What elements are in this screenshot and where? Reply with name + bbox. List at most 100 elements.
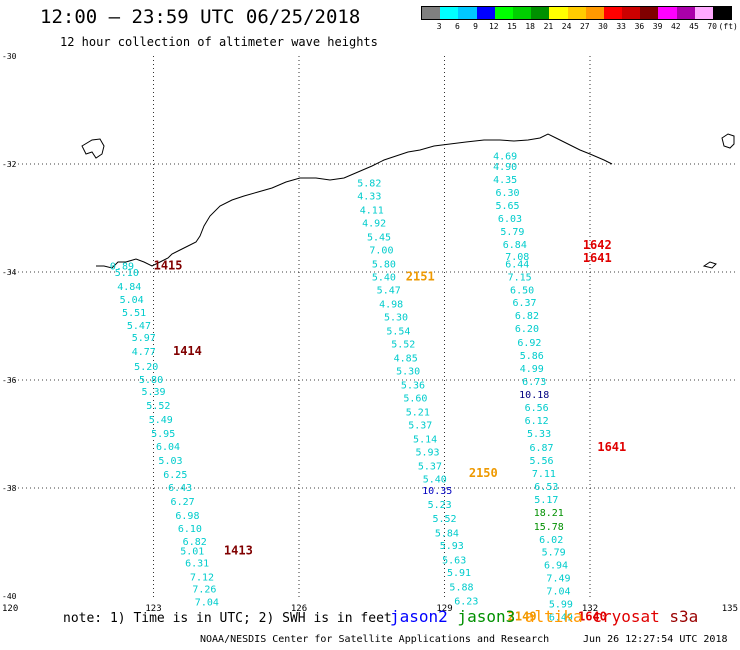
wave-height-value: 5.01 bbox=[180, 547, 204, 558]
legend-label: 30 bbox=[598, 22, 608, 31]
page-subtitle: 12 hour collection of altimeter wave hei… bbox=[60, 35, 378, 49]
wave-height-value: 6.84 bbox=[503, 240, 527, 251]
pass-time-label: 2150 bbox=[469, 466, 498, 480]
longitude-label: 126 bbox=[291, 604, 307, 614]
wave-height-value: 10.35 bbox=[422, 486, 452, 497]
legend-label: 15 bbox=[507, 22, 517, 31]
wave-height-value: 5.04 bbox=[120, 295, 144, 306]
legend-swatch bbox=[531, 7, 550, 19]
wave-height-value: 5.14 bbox=[413, 434, 437, 445]
legend-label: 42 bbox=[670, 22, 681, 31]
wave-height-value: 5.52 bbox=[146, 401, 170, 412]
wave-height-value: 4.98 bbox=[379, 299, 403, 310]
wave-height-value: 5.52 bbox=[432, 514, 456, 525]
wave-height-value: 5.84 bbox=[435, 528, 459, 539]
wave-height-value: 6.87 bbox=[529, 443, 553, 454]
longitude-label: 123 bbox=[145, 604, 161, 614]
legend-swatch bbox=[640, 7, 659, 19]
wave-height-value: 4.85 bbox=[394, 353, 418, 364]
legend-label: 27 bbox=[579, 22, 590, 31]
wave-height-value: 6.73 bbox=[522, 377, 546, 388]
wave-height-value: 7.08 bbox=[505, 252, 529, 263]
latitude-label: -30 bbox=[2, 52, 17, 61]
legend-swatch bbox=[658, 7, 677, 19]
wave-height-value: 6.82 bbox=[183, 537, 207, 548]
wave-height-value: 6.12 bbox=[525, 416, 549, 427]
pass-time-label: 1415 bbox=[154, 259, 183, 273]
pass-time-label: 1641 bbox=[597, 440, 626, 454]
footer-credit: NOAA/NESDIS Center for Satellite Applica… bbox=[200, 634, 550, 645]
legend-swatch bbox=[713, 7, 732, 19]
wave-height-value: 5.91 bbox=[447, 568, 471, 579]
wave-height-value: 10.18 bbox=[519, 390, 549, 401]
wave-height-value: 4.92 bbox=[362, 218, 386, 229]
wave-height-value: 5.40 bbox=[423, 474, 447, 485]
island bbox=[81, 138, 105, 159]
wave-height-value: 6.50 bbox=[510, 285, 534, 296]
latitude-label: -36 bbox=[2, 376, 17, 385]
legend-swatch bbox=[694, 7, 713, 19]
wave-height-value: 5.30 bbox=[396, 366, 420, 377]
pass-time-label: 1642 bbox=[583, 238, 612, 252]
legend-label: 70 bbox=[707, 22, 718, 31]
wave-height-value: 5.30 bbox=[384, 312, 408, 323]
wave-height-value: 5.47 bbox=[127, 321, 151, 332]
legend-swatch bbox=[585, 7, 604, 19]
axis-labels: -30 -32 -34 -36 -38 -40 120 123 126 129 132 135 bbox=[2, 52, 738, 614]
wave-height-value: 5.56 bbox=[529, 456, 553, 467]
wave-height-value: 6.82 bbox=[515, 311, 539, 322]
legend-label: 18 bbox=[525, 22, 536, 31]
wave-height-value: 5.93 bbox=[415, 447, 439, 458]
wave-height-value: 6.92 bbox=[517, 338, 541, 349]
legend-label: 36 bbox=[634, 22, 645, 31]
wave-height-value: 7.49 bbox=[546, 574, 570, 585]
legend-swatches bbox=[421, 6, 733, 20]
wave-height-value: 6.37 bbox=[512, 298, 536, 309]
wave-height-value: 4.69 bbox=[493, 151, 517, 162]
legend-label: 24 bbox=[561, 22, 572, 31]
legend-swatch bbox=[422, 7, 441, 19]
wave-height-value: 6.27 bbox=[171, 497, 195, 508]
wave-height-value: 5.86 bbox=[520, 351, 544, 362]
wave-height-value: 5.23 bbox=[428, 500, 452, 511]
wave-height-value: 6.98 bbox=[175, 511, 199, 522]
island-west bbox=[702, 261, 717, 269]
wave-height-value: 5.63 bbox=[442, 555, 466, 566]
satellite-jason2: jason2 bbox=[390, 607, 448, 626]
legend-swatch bbox=[676, 7, 695, 19]
pass-time-label: 1640 bbox=[578, 610, 607, 624]
wave-height-value: 6.04 bbox=[156, 442, 180, 453]
wave-height-value: 4.33 bbox=[357, 191, 381, 202]
wave-height-value: 5.36 bbox=[401, 380, 425, 391]
longitude-label: 120 bbox=[2, 604, 18, 614]
wave-height-value: 5.17 bbox=[534, 495, 558, 506]
legend-swatch bbox=[512, 7, 532, 19]
legend-label: 9 bbox=[473, 22, 479, 31]
legend-swatch bbox=[440, 7, 459, 19]
legend-swatch bbox=[549, 7, 568, 19]
wave-height-value: 5.03 bbox=[158, 456, 182, 467]
footer-note: note: 1) Time is in UTC; 2) SWH is in fe… bbox=[63, 611, 392, 626]
wave-height-value: 5.99 bbox=[549, 600, 573, 611]
wave-height-value: 4.35 bbox=[493, 175, 517, 186]
wave-height-value: 6.94 bbox=[544, 561, 568, 572]
wave-height-value: 7.12 bbox=[190, 573, 214, 584]
wave-height-value: 4.11 bbox=[360, 205, 384, 216]
wave-height-value: 18.21 bbox=[534, 508, 564, 519]
wave-height-value: 5.20 bbox=[134, 362, 158, 373]
wave-height-value: 5.54 bbox=[386, 326, 410, 337]
legend-swatch bbox=[458, 7, 477, 19]
legend-label: 12 bbox=[488, 22, 499, 31]
legend-label: 39 bbox=[652, 22, 663, 31]
wave-height-value: 4.77 bbox=[132, 347, 156, 358]
pass-time-label: 1641 bbox=[583, 251, 612, 265]
footer-timestamp: Jun 26 12:27:54 UTC 2018 bbox=[583, 634, 728, 645]
island-east bbox=[721, 133, 735, 149]
wave-height-value: 5.37 bbox=[418, 461, 442, 472]
longitude-label: 129 bbox=[436, 604, 452, 614]
wave-height-value: 5.10 bbox=[115, 268, 139, 279]
wave-height-value: 5.52 bbox=[391, 339, 415, 350]
wave-height-value: 6.43 bbox=[168, 483, 192, 494]
wave-height-value: 5.60 bbox=[403, 393, 427, 404]
